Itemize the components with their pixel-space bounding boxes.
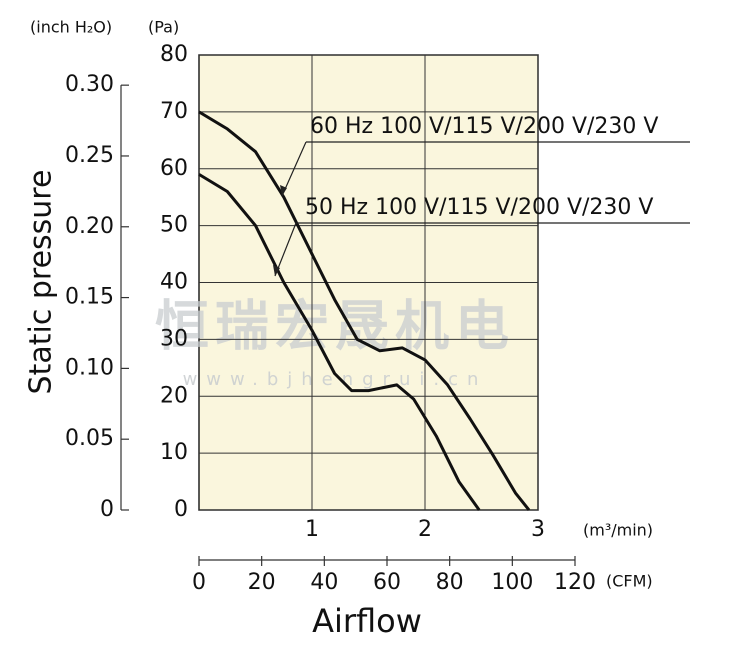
x2-tick-label: 40: [310, 570, 338, 595]
y2-tick-label: 0.10: [65, 355, 114, 380]
x2-tick-label: 60: [373, 570, 401, 595]
y2-tick-label: 0.05: [65, 426, 114, 451]
y-tick-label: 20: [160, 383, 188, 408]
watermark: 恒瑞宏晟机电: [155, 295, 515, 358]
x2-tick-label: 100: [491, 570, 533, 595]
curve: [198, 173, 481, 511]
y-axis-label: Static pressure: [24, 170, 59, 395]
x2-tick-label: 120: [554, 570, 596, 595]
y-tick-label: 40: [160, 270, 188, 295]
y2-unit: (inch H₂O): [30, 18, 112, 37]
watermark-url: www.bjhengrui.cn: [183, 369, 488, 390]
x2-tick-label: 80: [436, 570, 464, 595]
leader-arrow: [273, 265, 280, 276]
x-tick-label: 2: [418, 517, 432, 542]
y2-tick-label: 0.15: [65, 285, 114, 310]
y-tick-label: 60: [160, 156, 188, 181]
x2-tick-label: 0: [192, 570, 206, 595]
y2-tick-label: 0.20: [65, 214, 114, 239]
y-tick-label: 80: [160, 42, 188, 67]
series-label: 50 Hz 100 V/115 V/200 V/230 V: [305, 195, 653, 220]
y-tick-label: 0: [174, 497, 188, 522]
x2-tick-label: 20: [248, 570, 276, 595]
y2-tick-label: 0.30: [65, 72, 114, 97]
y-tick-label: 50: [160, 213, 188, 238]
y-tick-label: 10: [160, 440, 188, 465]
leader-pointer: [281, 141, 307, 197]
x-tick-label: 3: [531, 517, 545, 542]
curve: [198, 110, 531, 511]
x-unit: (m³/min): [583, 521, 653, 540]
y-tick-label: 70: [160, 99, 188, 124]
y-tick-label: 30: [160, 326, 188, 351]
y2-tick-label: 0: [100, 497, 114, 522]
x-axis-label: Airflow: [312, 602, 422, 640]
leader-arrow: [280, 185, 287, 196]
y-unit: (Pa): [148, 18, 179, 37]
x-tick-label: 1: [305, 517, 319, 542]
x2-unit: (CFM): [606, 572, 653, 591]
y2-tick-label: 0.25: [65, 143, 114, 168]
leader-pointer: [274, 222, 297, 277]
series-label: 60 Hz 100 V/115 V/200 V/230 V: [310, 114, 658, 139]
